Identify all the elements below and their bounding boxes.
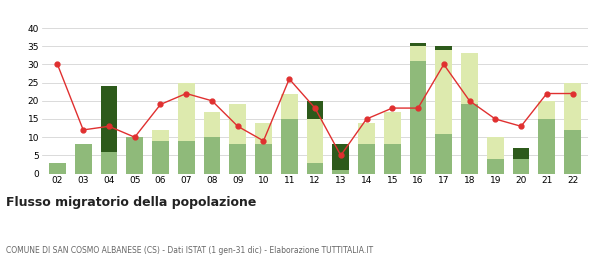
Bar — [281, 94, 298, 119]
Bar — [487, 159, 503, 174]
Bar — [203, 112, 220, 137]
Bar — [436, 134, 452, 174]
Bar — [358, 123, 375, 144]
Bar — [152, 130, 169, 141]
Bar — [229, 104, 246, 144]
Bar — [307, 101, 323, 119]
Bar — [101, 86, 118, 152]
Bar — [410, 61, 427, 174]
Bar — [255, 144, 272, 174]
Bar — [538, 119, 555, 174]
Bar — [101, 152, 118, 174]
Bar — [564, 83, 581, 130]
Bar — [203, 137, 220, 174]
Bar — [152, 141, 169, 174]
Bar — [384, 112, 401, 144]
Bar — [332, 170, 349, 174]
Bar — [512, 148, 529, 159]
Bar — [538, 101, 555, 119]
Bar — [436, 46, 452, 50]
Bar — [229, 144, 246, 174]
Bar — [178, 141, 194, 174]
Bar — [127, 137, 143, 174]
Bar — [461, 104, 478, 174]
Bar — [332, 144, 349, 170]
Bar — [75, 144, 92, 174]
Bar — [436, 50, 452, 134]
Text: Flusso migratorio della popolazione: Flusso migratorio della popolazione — [6, 196, 256, 209]
Bar — [255, 123, 272, 144]
Bar — [49, 163, 66, 174]
Bar — [410, 46, 427, 61]
Bar — [281, 119, 298, 174]
Bar — [512, 159, 529, 174]
Bar — [384, 144, 401, 174]
Bar — [307, 119, 323, 163]
Bar — [564, 130, 581, 174]
Text: COMUNE DI SAN COSMO ALBANESE (CS) - Dati ISTAT (1 gen-31 dic) - Elaborazione TUT: COMUNE DI SAN COSMO ALBANESE (CS) - Dati… — [6, 246, 373, 255]
Bar — [487, 137, 503, 159]
Bar — [358, 144, 375, 174]
Bar — [461, 53, 478, 104]
Bar — [307, 163, 323, 174]
Bar — [178, 83, 194, 141]
Bar — [410, 43, 427, 46]
